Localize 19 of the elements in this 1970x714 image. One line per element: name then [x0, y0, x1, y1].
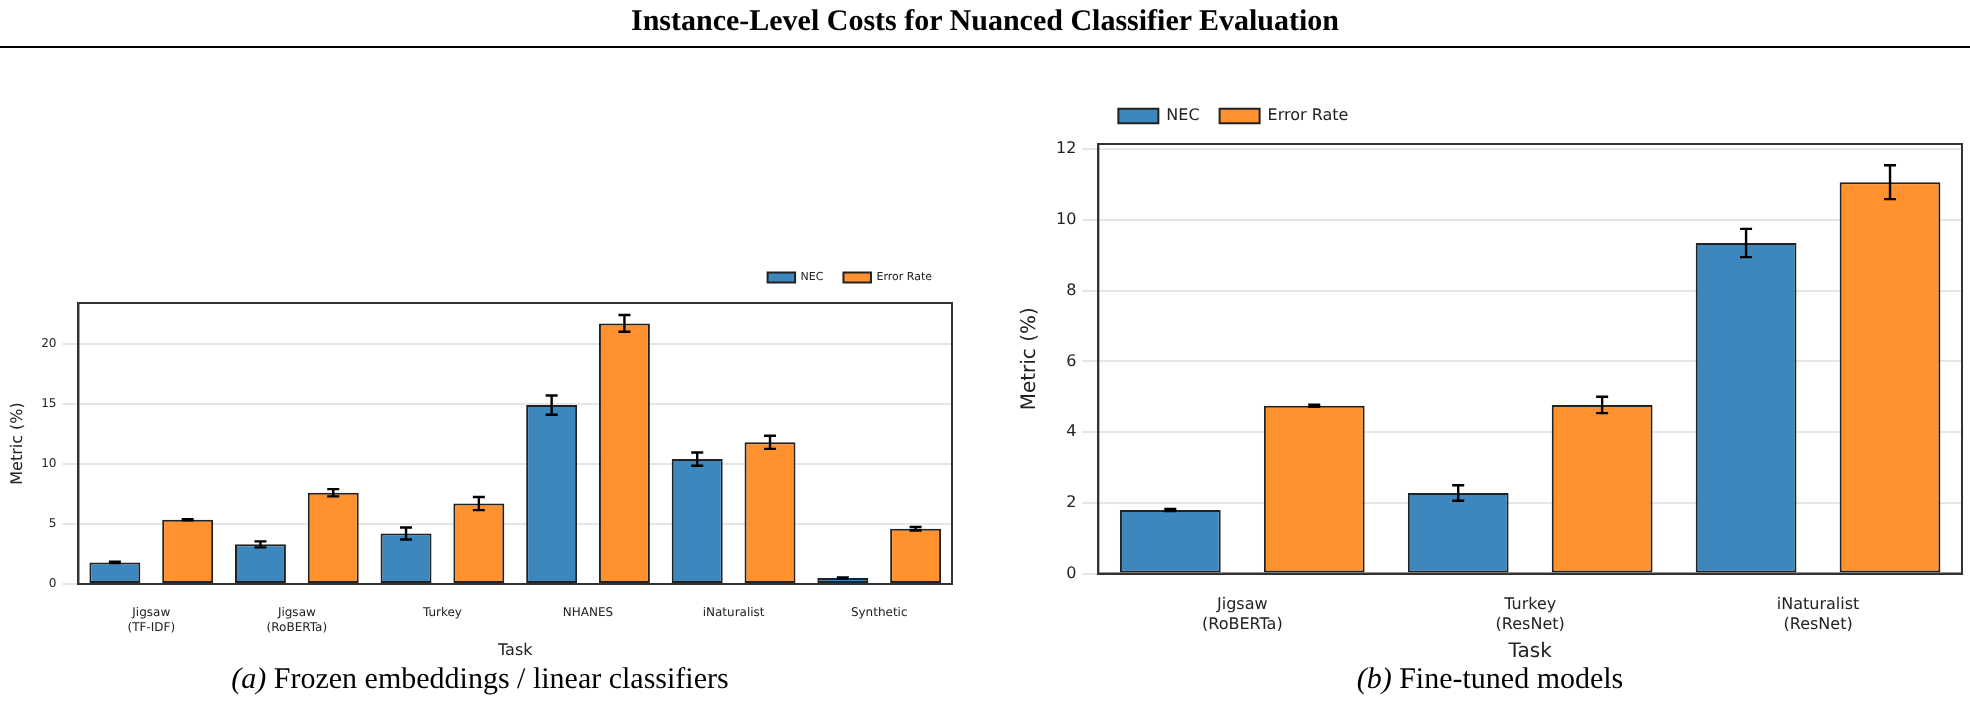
y-axis-title: Metric (%) [1019, 307, 1042, 411]
x-tick-label: Turkey (ResNet) [1495, 595, 1565, 633]
x-axis-title: Task [495, 640, 534, 659]
x-tick-label: iNaturalist (ResNet) [1776, 595, 1860, 633]
legend-label: NEC [1166, 106, 1201, 125]
y-tick-label: 6 [1066, 351, 1077, 370]
y-tick-label: 2 [1066, 493, 1077, 512]
y-axis-title: Metric (%) [7, 402, 26, 485]
chart-title: Instance-Level Costs for Nuanced Classifier Evaluation [0, 6, 1970, 48]
text: (b) Fine-tuned models [1354, 664, 1626, 698]
y-tick-label: 8 [1066, 280, 1077, 299]
x-tick-label: Jigsaw (RoBERTa) [1201, 595, 1283, 633]
y-tick-label: 10 [1055, 210, 1077, 229]
x-axis-title: Task [1506, 641, 1553, 664]
y-tick-label: 4 [1066, 422, 1077, 441]
y-tick-label: 12 [1055, 139, 1077, 158]
legend-label: Error Rate [1267, 106, 1349, 125]
text: (a) Frozen embeddings / linear classifiers [229, 664, 731, 698]
y-tick-label: 0 [1066, 563, 1077, 582]
